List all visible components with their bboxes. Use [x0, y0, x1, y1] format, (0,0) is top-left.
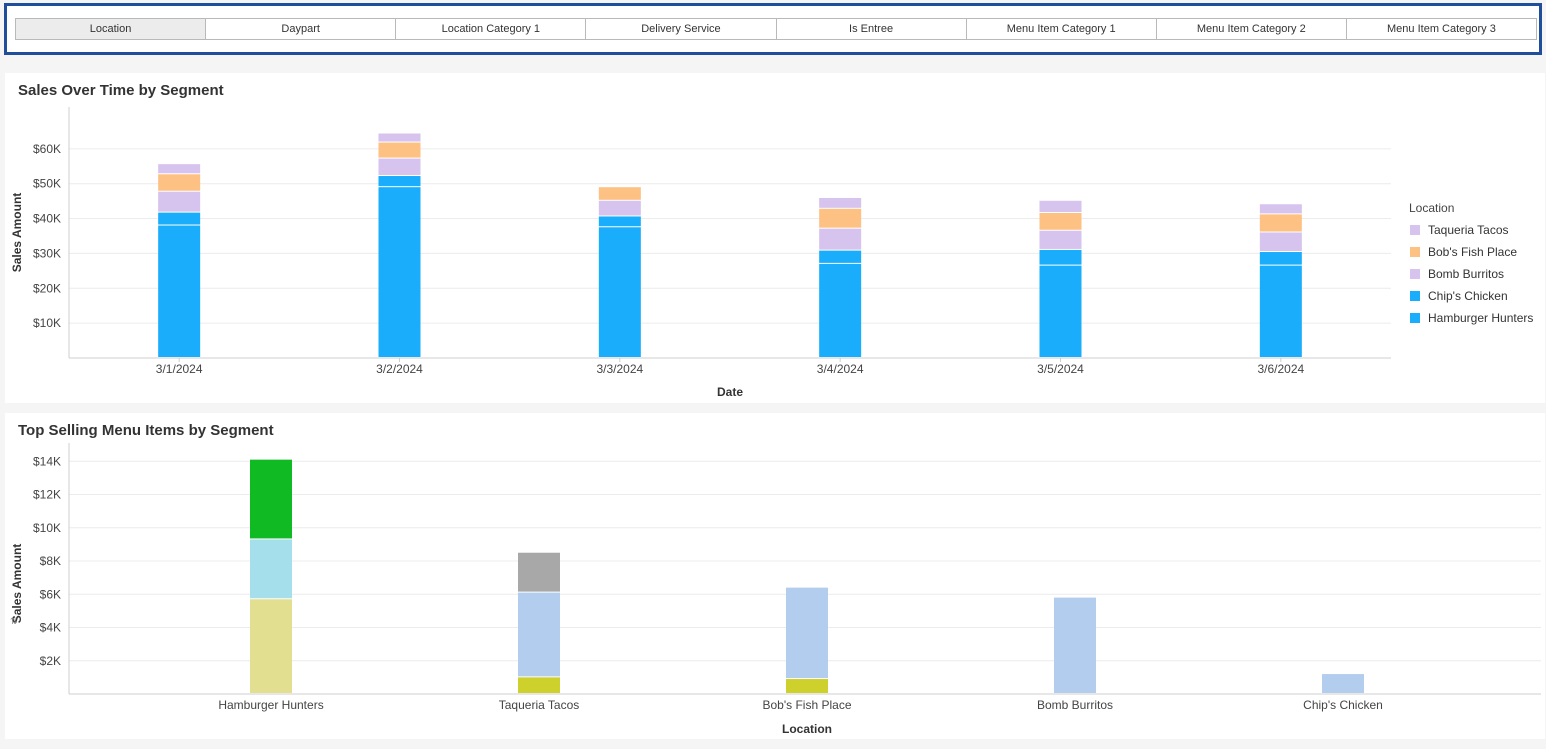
- bar-segment-chip-s-chicken: [1322, 674, 1364, 693]
- bar-chip-s-chicken: [598, 216, 641, 227]
- sales-over-time-title: Sales Over Time by Segment: [18, 82, 224, 99]
- bar-taqueria-tacos: [1259, 204, 1302, 214]
- segment-tab-bar: Location Daypart Location Category 1 Delive…: [4, 3, 1542, 55]
- bar-segment-hamburger-hunters: [250, 459, 292, 539]
- y-tick-label: $8K: [40, 554, 61, 568]
- tab-menu-item-category-2[interactable]: Menu Item Category 2: [1156, 18, 1347, 40]
- bar-chip-s-chicken: [1259, 252, 1302, 265]
- bar-bomb-burritos: [1039, 230, 1082, 249]
- sales-over-time-panel: Sales Over Time by Segment $10K $20K $30K $…: [5, 73, 1545, 403]
- y-tick-label: $60K: [33, 142, 61, 156]
- bar-bomb-burritos: [819, 228, 862, 250]
- sort-icon[interactable]: ⇅: [10, 616, 18, 626]
- bar-bob-s-fish-place: [158, 174, 201, 191]
- bar-hamburger-hunters: [819, 263, 862, 357]
- bar-segment-bob-s-fish-place: [786, 587, 828, 679]
- y-tick-label: $40K: [33, 212, 61, 226]
- bar-bomb-burritos: [598, 200, 641, 216]
- sales-over-time-chart: $10K $20K $30K $40K $50K $60K 3/1/2024 3/2/2024…: [10, 107, 1533, 399]
- y-tick-label: $4K: [40, 621, 61, 635]
- y-tick-label: $10K: [33, 316, 61, 330]
- bar-segment-taqueria-tacos: [518, 677, 560, 693]
- legend-swatch-hamburger-hunters: [1410, 313, 1420, 323]
- y-axis-title: Sales Amount: [10, 193, 24, 273]
- top-menu-items-panel: Top Selling Menu Items by Segment ⇅ $2K $…: [5, 413, 1545, 739]
- bar-chip-s-chicken: [378, 176, 421, 187]
- bar-hamburger-hunters: [598, 227, 641, 357]
- bar-bob-s-fish-place: [598, 187, 641, 200]
- legend-item-bob-s-fish-place: Bob's Fish Place: [1428, 245, 1517, 259]
- legend-swatch-bomb-burritos: [1410, 269, 1420, 279]
- x-tick-label: Chip's Chicken: [1303, 698, 1383, 712]
- x-tick-label: 3/2/2024: [376, 362, 423, 376]
- y-tick-label: $6K: [40, 587, 61, 601]
- bar-bomb-burritos: [1259, 232, 1302, 252]
- bar-segment-hamburger-hunters: [250, 539, 292, 599]
- top-menu-items-title: Top Selling Menu Items by Segment: [18, 422, 274, 439]
- y-tick-label: $2K: [40, 654, 61, 668]
- segment-tabs: Location Daypart Location Category 1 Delive…: [15, 18, 1537, 40]
- y-tick-label: $50K: [33, 177, 61, 191]
- tab-menu-item-category-1[interactable]: Menu Item Category 1: [966, 18, 1157, 40]
- bar-segment-hamburger-hunters: [250, 599, 292, 693]
- bar-bob-s-fish-place: [378, 142, 421, 158]
- y-tick-label: $20K: [33, 281, 61, 295]
- bar-chip-s-chicken: [158, 212, 201, 225]
- legend-item-bomb-burritos: Bomb Burritos: [1428, 267, 1504, 281]
- y-tick-label: $14K: [33, 454, 61, 468]
- bar-chip-s-chicken: [819, 250, 862, 263]
- legend-swatch-taqueria-tacos: [1410, 225, 1420, 235]
- tab-delivery-service[interactable]: Delivery Service: [586, 18, 777, 40]
- x-tick-label: Taqueria Tacos: [499, 698, 580, 712]
- tab-daypart[interactable]: Daypart: [206, 18, 397, 40]
- y-tick-label: $10K: [33, 521, 61, 535]
- legend-item-chip-s-chicken: Chip's Chicken: [1428, 289, 1508, 303]
- y-tick-label: $12K: [33, 488, 61, 502]
- bar-segment-bob-s-fish-place: [786, 679, 828, 693]
- x-tick-label: 3/5/2024: [1037, 362, 1084, 376]
- bar-taqueria-tacos: [158, 164, 201, 174]
- x-tick-label: 3/6/2024: [1257, 362, 1304, 376]
- bar-taqueria-tacos: [819, 197, 862, 208]
- bar-segment-taqueria-tacos: [518, 592, 560, 677]
- tab-location[interactable]: Location: [15, 18, 207, 40]
- tab-is-entree[interactable]: Is Entree: [776, 18, 967, 40]
- bar-hamburger-hunters: [1039, 265, 1082, 357]
- x-tick-label: 3/1/2024: [156, 362, 203, 376]
- legend-swatch-bob-s-fish-place: [1410, 247, 1420, 257]
- y-tick-label: $30K: [33, 246, 61, 260]
- tab-location-category-1[interactable]: Location Category 1: [396, 18, 587, 40]
- bar-hamburger-hunters: [1259, 265, 1302, 357]
- x-tick-label: Bomb Burritos: [1037, 698, 1113, 712]
- legend-item-taqueria-tacos: Taqueria Tacos: [1428, 223, 1509, 237]
- bar-hamburger-hunters: [378, 187, 421, 357]
- bar-bomb-burritos: [158, 191, 201, 212]
- tab-menu-item-category-3[interactable]: Menu Item Category 3: [1346, 18, 1537, 40]
- bar-bob-s-fish-place: [1259, 214, 1302, 232]
- legend-title: Location: [1409, 201, 1454, 215]
- x-tick-label: 3/4/2024: [817, 362, 864, 376]
- bar-bomb-burritos: [378, 158, 421, 176]
- x-axis-title: Location: [782, 722, 832, 736]
- bar-segment-bomb-burritos: [1054, 597, 1096, 693]
- x-tick-label: Bob's Fish Place: [763, 698, 852, 712]
- top-menu-items-chart: $2K $4K $6K $8K $10K $12K $14K Hamburger Hunter…: [10, 443, 1541, 736]
- x-axis-title: Date: [717, 385, 743, 399]
- bar-taqueria-tacos: [1039, 200, 1082, 212]
- y-axis-title: Sales Amount: [10, 544, 24, 624]
- bar-chip-s-chicken: [1039, 249, 1082, 265]
- x-tick-label: 3/3/2024: [596, 362, 643, 376]
- bar-bob-s-fish-place: [1039, 212, 1082, 230]
- legend-swatch-chip-s-chicken: [1410, 291, 1420, 301]
- legend-item-hamburger-hunters: Hamburger Hunters: [1428, 311, 1533, 325]
- bar-taqueria-tacos: [378, 133, 421, 142]
- x-tick-label: Hamburger Hunters: [218, 698, 323, 712]
- bar-segment-taqueria-tacos: [518, 552, 560, 592]
- bar-hamburger-hunters: [158, 225, 201, 357]
- bar-bob-s-fish-place: [819, 208, 862, 228]
